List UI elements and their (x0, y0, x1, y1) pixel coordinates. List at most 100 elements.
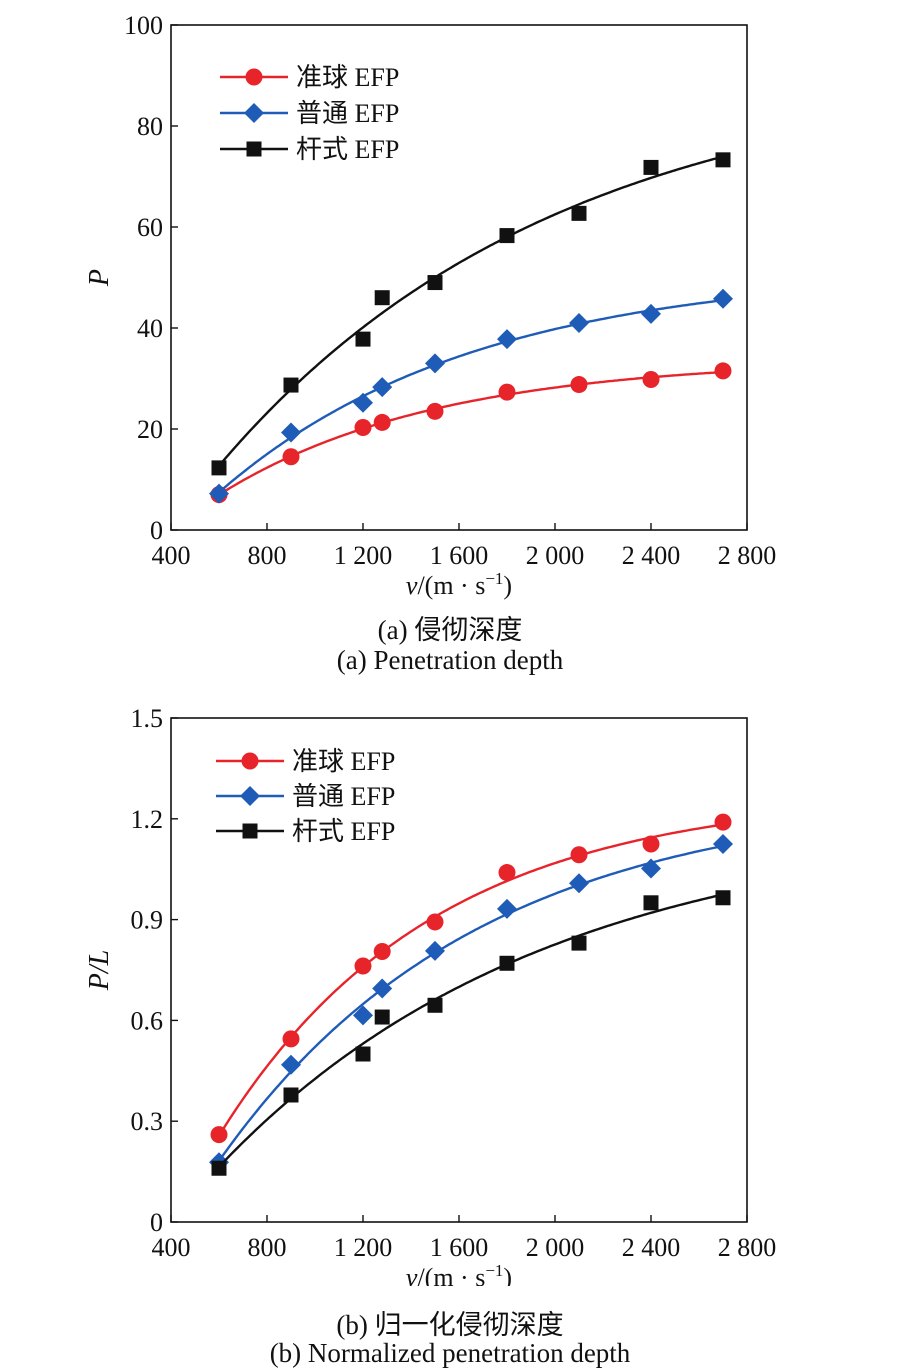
y-tick-label: 20 (137, 415, 163, 444)
data-point (713, 834, 733, 854)
data-point (282, 448, 300, 466)
fit-line (218, 370, 724, 496)
data-point (426, 402, 444, 420)
data-point (283, 1087, 299, 1103)
y-tick-label: 100 (124, 11, 163, 40)
fit-line (217, 823, 724, 1137)
data-point (641, 858, 661, 879)
data-point (642, 835, 660, 853)
fit-line (218, 155, 724, 467)
y-tick-label: 0 (150, 1208, 163, 1237)
legend: 准球 EFP 普通 EFP 杆式 EFP (220, 63, 399, 164)
data-point (569, 312, 589, 333)
data-point (715, 890, 731, 906)
x-tick-label: 400 (152, 541, 191, 570)
legend-label: 普通 EFP (296, 99, 399, 128)
caption-en: (a) Penetration depth (336, 645, 564, 675)
legend-label: 杆式 EFP (292, 817, 395, 846)
x-tick-label: 2 400 (622, 541, 681, 570)
data-point (354, 418, 372, 436)
data-point (374, 290, 390, 306)
fit-line (218, 893, 724, 1168)
legend-marker (242, 823, 258, 839)
data-point (353, 1005, 373, 1026)
data-point (374, 1009, 390, 1025)
legend-marker (245, 68, 263, 86)
legend-marker (240, 786, 260, 806)
data-point (209, 483, 229, 504)
data-point (570, 846, 588, 864)
data-point (425, 940, 445, 961)
x-tick-label: 800 (248, 541, 287, 570)
x-tick-label: 2 800 (718, 1233, 777, 1262)
data-point (211, 1160, 227, 1176)
x-tick-label: 1 600 (430, 1233, 489, 1262)
data-point (714, 362, 732, 380)
x-tick-label: 2 400 (622, 1233, 681, 1262)
series-square (211, 890, 731, 1176)
fit-line (218, 299, 724, 494)
data-point (282, 1030, 300, 1048)
legend-label: 准球 EFP (292, 747, 395, 776)
data-point (498, 864, 516, 882)
y-tick-label: 1.5 (131, 704, 164, 733)
data-point (210, 1126, 228, 1144)
caption-cn: (b) 归一化侵彻深度 (336, 1310, 564, 1340)
chart-normalized-penetration-depth: 400 800 1 200 1 600 2 000 2 400 2 800 0 0.3 0.6 0.… (84, 704, 777, 1292)
x-axis-label: v/(m · s−1) (406, 569, 512, 600)
data-point (498, 383, 516, 401)
data-point (499, 955, 515, 971)
data-point (715, 152, 731, 168)
caption-cn: (a) 侵彻深度 (377, 615, 523, 645)
data-point (570, 376, 588, 394)
data-point (281, 1054, 301, 1075)
data-point (571, 935, 587, 951)
series-circle (210, 813, 732, 1144)
y-tick-label: 0 (150, 516, 163, 545)
x-tick-label: 800 (248, 1233, 287, 1262)
data-point (355, 331, 371, 347)
x-tick-label: 400 (152, 1233, 191, 1262)
data-point (643, 895, 659, 911)
data-point (425, 353, 445, 374)
data-point (373, 413, 391, 431)
legend-label: 普通 EFP (292, 782, 395, 811)
data-point (569, 873, 589, 894)
data-point (372, 377, 393, 398)
data-point (426, 913, 444, 931)
y-tick-label: 0.6 (131, 1006, 164, 1035)
data-point (283, 377, 299, 393)
data-point (642, 371, 660, 389)
y-tick-label: 40 (137, 314, 163, 343)
x-tick-label: 1 200 (334, 541, 393, 570)
x-tick-label: 2 000 (526, 1233, 585, 1262)
fit-line (218, 844, 724, 1162)
x-tick-label: 2 000 (526, 541, 585, 570)
caption-en: (b) Normalized penetration depth (269, 1338, 631, 1368)
legend-marker (244, 103, 264, 123)
data-point (497, 898, 517, 919)
x-tick-label: 1 200 (334, 1233, 393, 1262)
data-point (499, 228, 515, 244)
data-point (571, 205, 587, 221)
series-circle (210, 362, 732, 504)
y-tick-label: 60 (137, 213, 163, 242)
y-tick-label: 1.2 (131, 805, 164, 834)
legend-marker (241, 752, 259, 770)
x-tick-label: 1 600 (430, 541, 489, 570)
data-point (641, 303, 661, 324)
legend-label: 杆式 EFP (296, 135, 399, 164)
data-point (353, 392, 373, 413)
series-diamond (209, 288, 733, 504)
data-point (281, 422, 301, 443)
data-point (354, 957, 372, 975)
legend-marker (246, 141, 262, 157)
x-axis-label: v/(m · s−1) (406, 1261, 512, 1286)
chart-penetration-depth: 400 800 1 200 1 600 2 000 2 400 2 800 0 20 40 60 80… (84, 11, 777, 600)
x-tick-label: 2 800 (718, 541, 777, 570)
figure-b: 400 800 1 200 1 600 2 000 2 400 2 800 0 0.3 0.6 0.… (0, 686, 900, 1372)
data-point (643, 159, 659, 175)
y-axis-label: P (84, 269, 115, 287)
data-point (427, 997, 443, 1013)
data-point (497, 329, 517, 350)
